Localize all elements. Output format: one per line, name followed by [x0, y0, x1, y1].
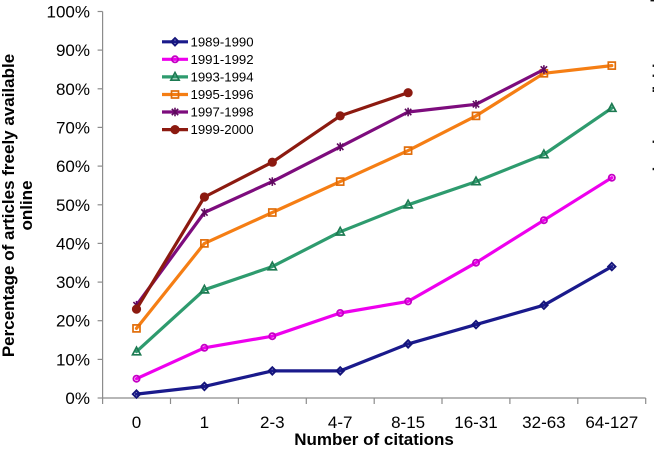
svg-text:1995-1996: 1995-1996	[191, 87, 254, 102]
svg-text:2-3: 2-3	[260, 413, 285, 432]
svg-text:1: 1	[200, 413, 209, 432]
svg-text:40%: 40%	[56, 234, 90, 253]
svg-text:32-63: 32-63	[522, 413, 565, 432]
svg-text:30%: 30%	[56, 273, 90, 292]
svg-text:80%: 80%	[56, 80, 90, 99]
svg-text:1999-2000: 1999-2000	[191, 122, 254, 137]
svg-text:90%: 90%	[56, 41, 90, 60]
svg-text:1991-1992: 1991-1992	[191, 52, 254, 67]
svg-text:1989-1990: 1989-1990	[191, 35, 254, 50]
svg-text:50%: 50%	[56, 196, 90, 215]
svg-text:60%: 60%	[56, 157, 90, 176]
svg-text:100%: 100%	[47, 3, 90, 22]
svg-text:20%: 20%	[56, 312, 90, 331]
svg-text:0%: 0%	[65, 389, 90, 408]
svg-text:10%: 10%	[56, 350, 90, 369]
svg-text:Number of citations: Number of citations	[294, 430, 454, 449]
svg-text:16-31: 16-31	[454, 413, 497, 432]
svg-text:online: online	[17, 180, 36, 230]
svg-text:1997-1998: 1997-1998	[191, 105, 254, 120]
svg-text:64-127: 64-127	[585, 413, 638, 432]
svg-text:1993-1994: 1993-1994	[191, 70, 254, 85]
svg-text:70%: 70%	[56, 118, 90, 137]
svg-text:Percentage of articles freely: Percentage of articles freely available	[0, 54, 18, 357]
svg-text:0: 0	[132, 413, 141, 432]
